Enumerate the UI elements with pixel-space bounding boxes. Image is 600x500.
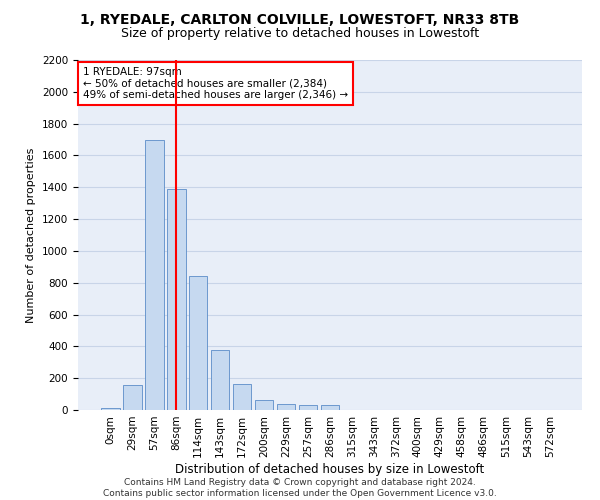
Bar xyxy=(255,400,274,410)
Bar xyxy=(233,384,251,410)
Bar xyxy=(320,405,340,410)
Text: 1 RYEDALE: 97sqm
← 50% of detached houses are smaller (2,384)
49% of semi-detach: 1 RYEDALE: 97sqm ← 50% of detached house… xyxy=(83,67,348,100)
Bar xyxy=(101,408,119,410)
X-axis label: Distribution of detached houses by size in Lowestoft: Distribution of detached houses by size … xyxy=(175,462,485,475)
Bar xyxy=(123,386,142,410)
Text: Contains HM Land Registry data © Crown copyright and database right 2024.
Contai: Contains HM Land Registry data © Crown c… xyxy=(103,478,497,498)
Text: 1, RYEDALE, CARLTON COLVILLE, LOWESTOFT, NR33 8TB: 1, RYEDALE, CARLTON COLVILLE, LOWESTOFT,… xyxy=(80,12,520,26)
Text: Size of property relative to detached houses in Lowestoft: Size of property relative to detached ho… xyxy=(121,28,479,40)
Bar xyxy=(211,350,229,410)
Bar xyxy=(299,405,317,410)
Bar xyxy=(189,276,208,410)
Y-axis label: Number of detached properties: Number of detached properties xyxy=(26,148,37,322)
Bar xyxy=(277,404,295,410)
Bar xyxy=(167,189,185,410)
Bar xyxy=(145,140,164,410)
